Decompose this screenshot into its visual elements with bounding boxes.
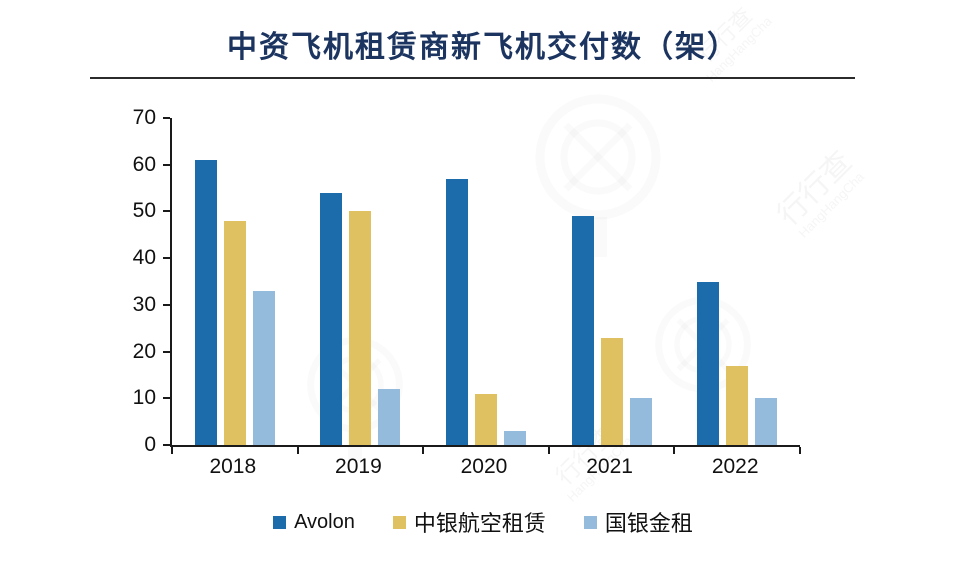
title-divider bbox=[90, 77, 855, 79]
x-tick-label: 2022 bbox=[711, 455, 759, 478]
legend-label: Avolon bbox=[294, 510, 355, 533]
x-tick-label: 2021 bbox=[586, 455, 633, 478]
x-tick bbox=[799, 447, 801, 454]
chart-title: 中资飞机租赁商新飞机交付数（架） bbox=[227, 30, 739, 65]
x-tick bbox=[673, 447, 676, 454]
bar-Avolon-2018 bbox=[194, 160, 217, 445]
x-tick bbox=[296, 447, 299, 454]
legend-swatch-icon bbox=[392, 515, 406, 529]
bar-国银金租-2019 bbox=[378, 388, 401, 445]
y-tick-label: 70 bbox=[132, 106, 156, 129]
legend-label: 国银金租 bbox=[604, 512, 693, 537]
y-tick bbox=[163, 397, 170, 400]
bar-Avolon-2022 bbox=[697, 281, 720, 445]
y-tick-label: 50 bbox=[132, 199, 156, 223]
bar-中银航空租赁-2020 bbox=[475, 393, 497, 445]
y-tick bbox=[163, 444, 170, 446]
legend-item-中银航空租赁: 中银航空租赁 bbox=[392, 506, 546, 538]
legend-item-国银金租: 国银金租 bbox=[583, 506, 693, 538]
x-tick-label: 2020 bbox=[460, 455, 508, 478]
bar-中银航空租赁-2021 bbox=[600, 337, 623, 445]
y-tick-label: 10 bbox=[132, 386, 156, 410]
y-tick-label: 60 bbox=[132, 152, 156, 176]
plot-area bbox=[163, 117, 801, 454]
bar-国银金租-2021 bbox=[629, 398, 652, 445]
legend-label: 中银航空租赁 bbox=[413, 512, 546, 537]
bar-国银金租-2022 bbox=[755, 398, 778, 445]
legend-item-Avolon: Avolon bbox=[273, 511, 355, 534]
y-tick bbox=[163, 257, 170, 260]
bar-中银航空租赁-2022 bbox=[726, 365, 749, 445]
bar-国银金租-2018 bbox=[252, 290, 275, 445]
y-tick bbox=[163, 117, 170, 119]
x-tick-label: 2019 bbox=[335, 455, 382, 478]
legend-swatch-icon bbox=[273, 515, 287, 529]
bar-Avolon-2020 bbox=[446, 178, 468, 445]
y-tick-label: 0 bbox=[144, 433, 156, 456]
legend: Avolon 中银航空租赁 国银金租 bbox=[0, 506, 966, 538]
legend-swatch-icon bbox=[583, 515, 597, 529]
y-axis-labels: 0 10 20 30 40 50 60 70 bbox=[96, 107, 168, 455]
bar-中银航空租赁-2019 bbox=[349, 211, 372, 445]
y-tick bbox=[163, 163, 170, 166]
bar-国银金租-2020 bbox=[504, 431, 526, 445]
x-axis-labels: 2018 2019 2020 2021 2022 bbox=[170, 455, 798, 483]
watermark-brand-latin: HangHangCha bbox=[795, 169, 867, 241]
bar-中银航空租赁-2018 bbox=[223, 220, 246, 445]
y-tick bbox=[163, 350, 170, 353]
x-tick bbox=[422, 447, 425, 454]
x-tick-label: 2018 bbox=[209, 455, 257, 478]
x-tick bbox=[171, 447, 173, 454]
bar-Avolon-2019 bbox=[320, 192, 343, 445]
y-tick-label: 40 bbox=[132, 246, 156, 270]
y-tick bbox=[163, 303, 170, 306]
y-tick-label: 30 bbox=[132, 292, 156, 316]
y-tick-label: 20 bbox=[132, 339, 156, 363]
x-tick bbox=[547, 447, 550, 454]
bar-Avolon-2021 bbox=[571, 216, 594, 445]
y-tick bbox=[163, 210, 170, 213]
